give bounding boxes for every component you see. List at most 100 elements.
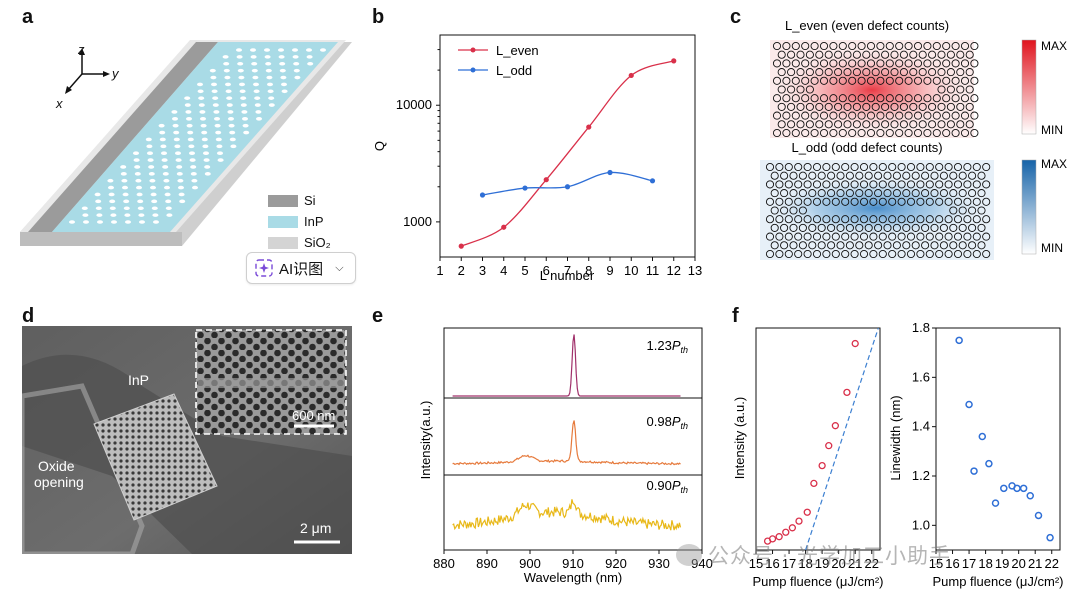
lattice-hole: [810, 94, 819, 103]
hole: [121, 178, 128, 183]
trace-label-2: 0.98Pth: [647, 414, 689, 431]
hole: [172, 123, 179, 128]
panel-letter-a: a: [22, 6, 34, 28]
lattice-hole: [899, 120, 908, 129]
x-tick-label: 13: [688, 263, 702, 278]
hole: [294, 75, 301, 80]
lattice-hole: [838, 59, 847, 68]
lattice-hole: [798, 189, 807, 198]
lattice-hole: [949, 189, 958, 198]
lattice-hole: [765, 180, 775, 189]
axis-glyph: [65, 48, 110, 94]
lattice-hole: [784, 232, 793, 241]
lattice-hole: [834, 102, 843, 111]
lattice-hole: [970, 111, 979, 120]
lattice-hole: [876, 128, 885, 138]
lattice-hole: [963, 232, 972, 241]
lattice-hole: [815, 120, 824, 129]
hole: [148, 165, 155, 169]
x-tick-label: 920: [605, 556, 627, 571]
lattice-hole: [958, 241, 967, 250]
lattice-hole: [935, 249, 944, 259]
lattice-hole: [775, 232, 784, 241]
hole: [177, 178, 184, 183]
spectrum-trace-1: [452, 334, 681, 397]
lattice-hole: [848, 94, 857, 103]
lattice-hole: [956, 102, 965, 111]
lattice-hole: [782, 128, 791, 138]
lattice-hole: [862, 102, 871, 111]
lattice-hole: [883, 189, 892, 198]
hole: [214, 123, 221, 128]
hole: [178, 192, 185, 197]
hole: [251, 61, 258, 66]
lattice-hole: [935, 197, 944, 206]
lattice-hole: [921, 189, 930, 198]
lattice-hole: [812, 232, 822, 241]
lattice-hole: [824, 68, 833, 77]
lattice-hole: [970, 128, 979, 138]
hole: [145, 137, 152, 142]
lattice-hole: [972, 162, 981, 172]
lattice-hole: [810, 128, 819, 138]
hole: [211, 82, 217, 87]
x-tick-label: 890: [476, 556, 498, 571]
lattice-hole: [878, 197, 887, 206]
hole: [108, 192, 115, 197]
hole: [189, 151, 195, 155]
lattice-hole: [831, 162, 840, 172]
lattice-hole: [949, 206, 958, 215]
data-point: [788, 524, 797, 532]
inset-scale-label: 600 nm: [292, 408, 336, 423]
y-axis-label: Intensity (a.u.): [732, 397, 747, 479]
lattice-hole: [965, 85, 974, 94]
x-tick-label: 930: [648, 556, 670, 571]
x-tick-label: 3: [479, 263, 486, 278]
axis-z-label: z: [78, 42, 85, 57]
hole: [226, 96, 233, 100]
lattice-hole: [784, 215, 793, 224]
lattice-hole: [902, 223, 911, 232]
hole: [192, 185, 198, 190]
lattice-hole: [791, 59, 800, 68]
lattice-hole: [780, 206, 789, 215]
sparkle-icon: [255, 259, 273, 277]
lattice-hole: [848, 76, 857, 85]
lattice-hole: [977, 189, 986, 198]
lattice-hole: [902, 189, 911, 198]
lattice-hole: [935, 215, 944, 224]
hole: [188, 144, 195, 149]
lattice-hole: [850, 215, 859, 224]
hole: [253, 82, 259, 87]
lattice-hole: [946, 50, 955, 59]
lattice-hole: [913, 128, 923, 138]
lattice-hole: [827, 189, 836, 198]
lattice-hole: [953, 180, 963, 189]
lattice-hole: [850, 197, 859, 206]
lattice-hole: [824, 120, 833, 129]
lattice-hole: [848, 41, 857, 51]
lattice-hole: [862, 120, 871, 129]
lattice-hole: [784, 180, 793, 189]
lattice-hole: [881, 68, 890, 77]
photonic-crystal-slab: [93, 393, 218, 521]
lattice-hole: [972, 215, 981, 224]
ai-image-recognition-button[interactable]: AI识图 ⌵: [246, 252, 356, 284]
hole: [136, 192, 143, 197]
hole: [293, 61, 300, 66]
y-axis-label: Intensity(a.u.): [418, 401, 433, 480]
lattice-hole: [951, 41, 960, 51]
data-point: [970, 467, 978, 475]
hole: [173, 130, 180, 135]
hole: [211, 89, 218, 94]
hole: [152, 213, 159, 217]
hole: [266, 75, 273, 80]
lattice-hole: [885, 94, 894, 103]
lattice-hole: [897, 180, 906, 189]
lattice-hole: [958, 206, 967, 215]
wechat-logo-icon: [676, 544, 702, 566]
lattice-hole: [909, 120, 918, 129]
hole: [134, 172, 141, 176]
hole: [83, 220, 89, 224]
lattice-hole: [916, 215, 925, 224]
